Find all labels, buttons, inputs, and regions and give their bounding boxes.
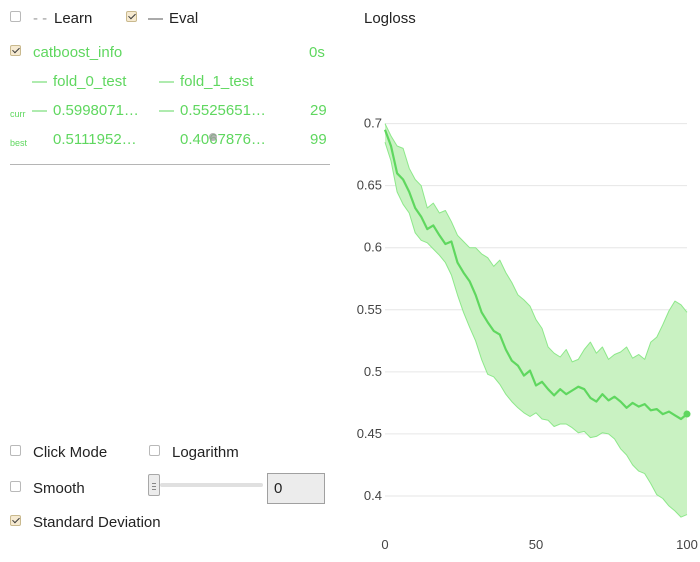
smooth-label[interactable]: Smooth [33, 480, 85, 497]
smooth-value-input[interactable] [267, 473, 325, 504]
run-name[interactable]: catboost_info [33, 44, 123, 61]
y-tick-label: 0.6 [364, 240, 382, 255]
band-upper-edge [384, 123, 688, 363]
y-tick-label: 0.4 [364, 488, 382, 503]
series-name-fold-0[interactable]: fold_0_test [53, 73, 127, 90]
curr-marker-fold-0: — [32, 102, 47, 119]
divider [10, 164, 330, 165]
chart-canvas[interactable]: 0.7 0.65 0.6 0.55 0.5 0.45 0.4 0 50 100 [340, 0, 700, 557]
band-lower-edge [384, 142, 688, 518]
last-point-marker [683, 410, 691, 418]
best-iteration: 99 [310, 131, 327, 148]
smooth-slider-handle[interactable] [148, 474, 160, 496]
learn-dash-marker: - - [33, 10, 48, 27]
x-tick-label: 50 [529, 537, 543, 552]
eval-label[interactable]: Eval [169, 10, 199, 27]
chart-title: Logloss [364, 10, 416, 27]
smooth-slider-track[interactable] [160, 483, 263, 487]
click-mode-label[interactable]: Click Mode [33, 444, 108, 461]
mean-logloss-line [383, 129, 688, 421]
run-checkbox[interactable] [10, 45, 21, 56]
series-marker-fold-1: — [159, 73, 174, 90]
y-tick-label: 0.7 [364, 116, 382, 131]
best-label: best [10, 138, 28, 148]
curr-label: curr [10, 109, 26, 119]
std-deviation-checkbox[interactable] [10, 515, 21, 526]
x-tick-label: 100 [676, 537, 698, 552]
y-tick-label: 0.55 [357, 302, 382, 317]
eval-line-marker: — [148, 10, 163, 27]
best-value-fold-0: 0.5111952… [53, 131, 137, 148]
y-tick-label: 0.65 [357, 178, 382, 193]
x-tick-label: 0 [381, 537, 388, 552]
logloss-chart[interactable]: Logloss 0.7 0.65 0.6 0.55 0.5 0.45 0.4 0 50 100 [340, 0, 700, 557]
curr-value-fold-1: 0.5525651… [180, 102, 266, 119]
click-mode-checkbox[interactable] [10, 445, 21, 456]
series-name-fold-1[interactable]: fold_1_test [180, 73, 254, 90]
best-value-fold-1: 0.4067876… [180, 131, 266, 148]
logarithm-label[interactable]: Logarithm [172, 444, 239, 461]
run-time: 0s [309, 44, 325, 61]
eval-checkbox[interactable] [126, 11, 137, 22]
mouse-cursor [209, 133, 217, 141]
curr-value-fold-0: 0.5998071… [53, 102, 139, 119]
curr-marker-fold-1: — [159, 102, 174, 119]
series-marker-fold-0: — [32, 73, 47, 90]
std-deviation-label[interactable]: Standard Deviation [33, 514, 161, 531]
curr-iteration: 29 [310, 102, 327, 119]
logarithm-checkbox[interactable] [149, 445, 160, 456]
y-tick-label: 0.45 [357, 426, 382, 441]
learn-checkbox[interactable] [10, 11, 21, 22]
learn-label[interactable]: Learn [54, 10, 93, 27]
smooth-checkbox[interactable] [10, 481, 21, 492]
y-tick-label: 0.5 [364, 364, 382, 379]
